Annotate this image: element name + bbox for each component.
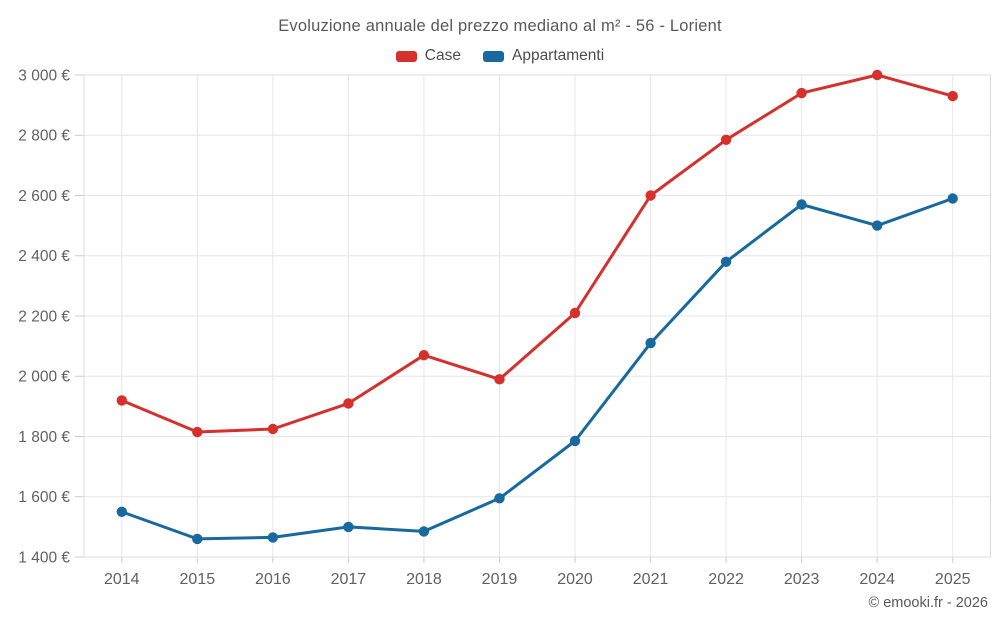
data-point-appartamenti-2019[interactable] [494,493,505,504]
series-line-appartamenti [120,197,955,541]
data-point-case-2015[interactable] [192,426,203,438]
data-point-appartamenti-2015[interactable] [192,533,203,545]
data-point-case-2019[interactable] [494,374,505,385]
x-axis-label: 2015 [180,571,216,588]
data-point-appartamenti-2020[interactable] [569,435,581,447]
data-point-case-2016[interactable] [267,423,279,435]
legend-item-appartamenti[interactable]: Appartamenti [482,47,605,65]
chart-legend: Case Appartamenti [0,47,1000,65]
series-line-case [120,73,955,434]
legend-label-case: Case [424,47,461,64]
y-axis-label: 2 800 € [18,128,70,145]
legend-swatch-case-icon [395,50,417,62]
y-axis-label: 2 400 € [18,248,70,265]
data-point-case-2020[interactable] [569,307,581,319]
x-axis-label: 2017 [331,571,367,588]
data-point-appartamenti-2022[interactable] [720,256,732,267]
x-axis-label: 2019 [482,571,518,588]
data-point-case-2024[interactable] [872,69,883,81]
y-axis-label: 1 600 € [18,489,70,506]
y-axis-label: 1 400 € [18,549,70,566]
x-axis-label: 2025 [935,571,971,588]
y-axis-label: 3 000 € [18,67,70,84]
x-axis-label: 2014 [104,571,140,588]
data-point-appartamenti-2018[interactable] [418,526,430,537]
data-point-appartamenti-2023[interactable] [796,199,807,210]
x-axis-label: 2024 [859,571,895,588]
data-point-case-2023[interactable] [796,87,807,99]
x-axis-label: 2016 [255,571,291,588]
data-point-appartamenti-2024[interactable] [872,220,883,231]
y-axis-label: 2 200 € [18,308,70,325]
data-point-appartamenti-2025[interactable] [947,193,958,204]
x-axis-label: 2023 [784,571,820,588]
data-point-case-2014[interactable] [116,395,128,406]
x-axis-label: 2021 [633,571,669,588]
x-axis-label: 2018 [406,571,442,588]
data-point-appartamenti-2021[interactable] [645,337,656,349]
data-point-appartamenti-2017[interactable] [343,521,354,533]
y-axis-label: 1 800 € [18,429,70,446]
data-point-case-2018[interactable] [418,350,430,361]
x-axis-label: 2022 [708,571,744,588]
x-axis-label: 2020 [557,571,593,588]
y-axis-label: 2 600 € [18,188,70,205]
data-point-appartamenti-2016[interactable] [267,532,279,543]
data-point-case-2022[interactable] [720,134,732,145]
footer-credit: © emooki.fr - 2026 [868,595,988,611]
legend-item-case[interactable]: Case [395,47,461,65]
y-axis-label: 2 000 € [18,369,70,386]
data-point-case-2021[interactable] [645,190,656,201]
data-point-appartamenti-2014[interactable] [116,506,128,517]
data-point-case-2025[interactable] [947,90,958,102]
legend-swatch-appartamenti-icon [482,50,504,62]
legend-label-appartamenti: Appartamenti [511,47,605,64]
chart-title: Evoluzione annuale del prezzo mediano al… [278,17,722,35]
data-point-case-2017[interactable] [343,398,354,409]
plot-border [83,74,991,558]
